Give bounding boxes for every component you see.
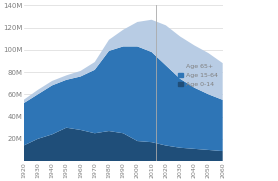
Legend: Age 65+, Age 15-64, Age 0-14: Age 65+, Age 15-64, Age 0-14 <box>176 62 220 89</box>
